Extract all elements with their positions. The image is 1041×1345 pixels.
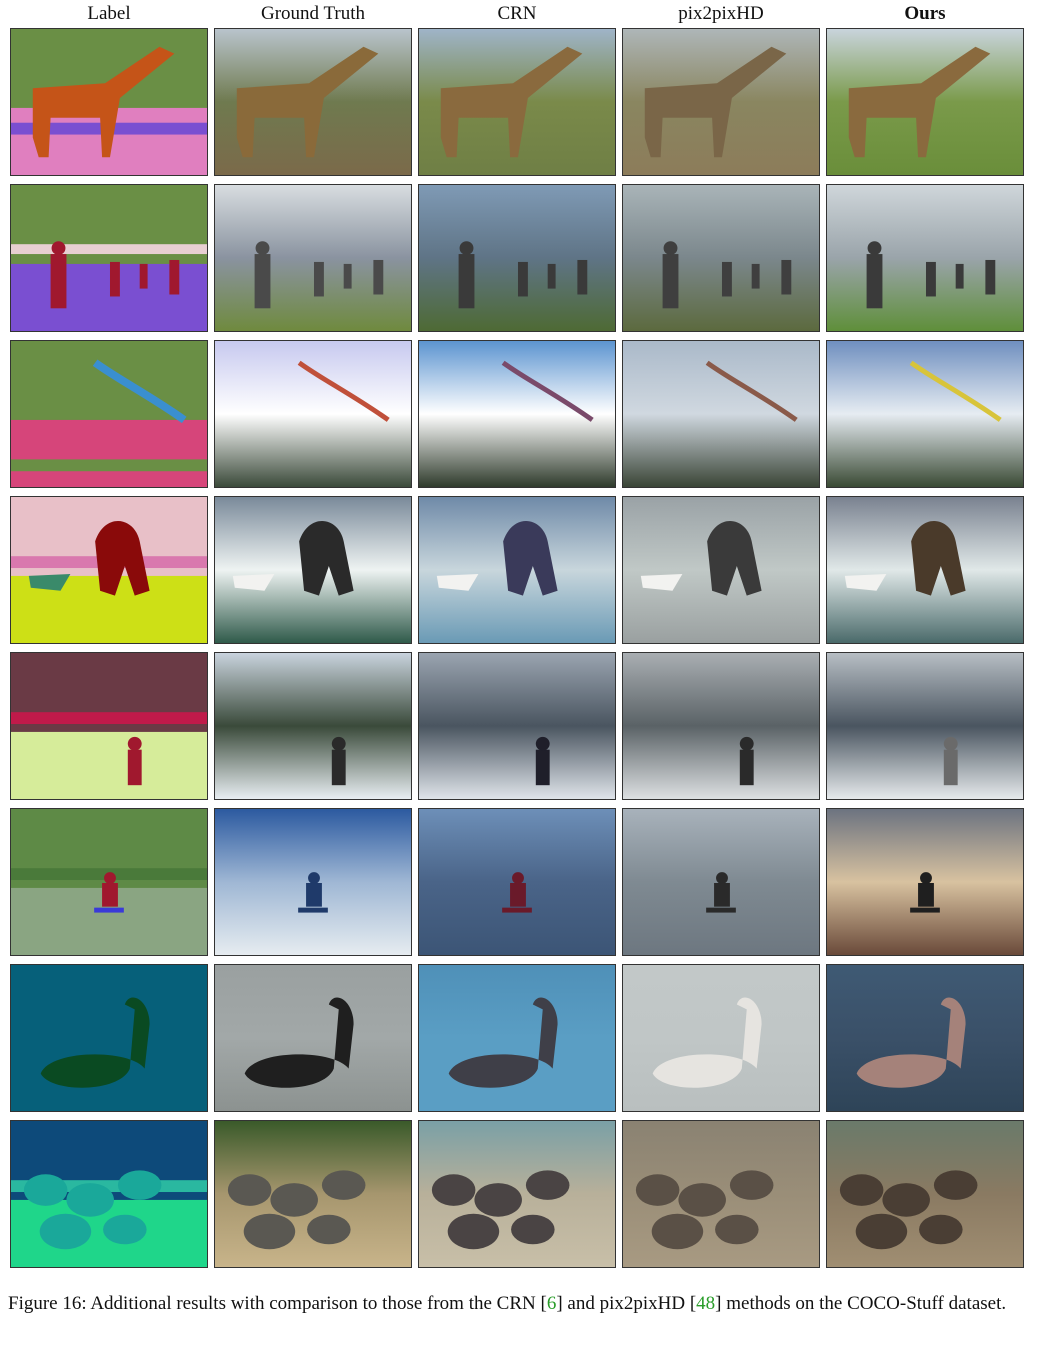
- thumbnail-giraffe-pix2pixhd: [622, 28, 820, 176]
- column-header-ours: Ours: [904, 3, 946, 24]
- thumbnail-image: [11, 497, 207, 643]
- thumbnail-image: [419, 341, 615, 487]
- thumbnail-image: [623, 653, 819, 799]
- thumbnail-image: [827, 29, 1023, 175]
- thumbnail-kite-sky-crn: [418, 340, 616, 488]
- thumbnail-image: [215, 185, 411, 331]
- thumbnail-skier-label: [10, 652, 208, 800]
- thumbnail-image: [827, 965, 1023, 1111]
- column-header-label: Label: [87, 3, 131, 24]
- thumbnail-skier-crn: [418, 652, 616, 800]
- thumbnail-snowboarder-ground-truth: [214, 808, 412, 956]
- thumbnail-image: [623, 185, 819, 331]
- thumbnail-image: [215, 965, 411, 1111]
- thumbnail-image: [827, 653, 1023, 799]
- figure-caption: Figure 16: Additional results with compa…: [8, 1291, 1028, 1316]
- thumbnail-snowboarder-label: [10, 808, 208, 956]
- citation-link-crn[interactable]: 6: [546, 1293, 557, 1314]
- thumbnail-kite-flyers-field-label: [10, 184, 208, 332]
- caption-text: ] and pix2pixHD [: [556, 1293, 697, 1314]
- thumbnail-image: [827, 497, 1023, 643]
- thumbnail-swans-ground-truth: [214, 964, 412, 1112]
- thumbnail-image: [623, 29, 819, 175]
- column-header-crn: CRN: [497, 3, 537, 24]
- thumbnail-image: [419, 1121, 615, 1267]
- thumbnail-image: [623, 965, 819, 1111]
- caption-text: ] methods on the COCO-Stuff dataset.: [715, 1293, 1007, 1314]
- thumbnail-image: [623, 497, 819, 643]
- thumbnail-giraffe-crn: [418, 28, 616, 176]
- thumbnail-image: [11, 341, 207, 487]
- thumbnail-kite-flyers-field-crn: [418, 184, 616, 332]
- thumbnail-kite-flyers-field-pix2pixhd: [622, 184, 820, 332]
- thumbnail-image: [419, 809, 615, 955]
- caption-text: Figure 16: Additional results with compa…: [8, 1293, 547, 1314]
- thumbnail-kite-sky-ground-truth: [214, 340, 412, 488]
- thumbnail-kite-sky-ours: [826, 340, 1024, 488]
- thumbnail-kite-sky-pix2pixhd: [622, 340, 820, 488]
- thumbnail-kite-flyers-field-ours: [826, 184, 1024, 332]
- thumbnail-image: [215, 497, 411, 643]
- thumbnail-elephants-ground-truth: [214, 1120, 412, 1268]
- thumbnail-image: [215, 653, 411, 799]
- thumbnail-swans-ours: [826, 964, 1024, 1112]
- thumbnail-image: [11, 185, 207, 331]
- thumbnail-image: [827, 1121, 1023, 1267]
- thumbnail-elephants-ours: [826, 1120, 1024, 1268]
- thumbnail-snowboarder-crn: [418, 808, 616, 956]
- thumbnail-surfer-crn: [418, 496, 616, 644]
- thumbnail-giraffe-ground-truth: [214, 28, 412, 176]
- thumbnail-elephants-label: [10, 1120, 208, 1268]
- thumbnail-image: [623, 1121, 819, 1267]
- thumbnail-swans-pix2pixhd: [622, 964, 820, 1112]
- thumbnail-image: [215, 809, 411, 955]
- thumbnail-image: [419, 653, 615, 799]
- thumbnail-surfer-label: [10, 496, 208, 644]
- column-header-pix2pixhd: pix2pixHD: [678, 3, 764, 24]
- thumbnail-image: [11, 653, 207, 799]
- thumbnail-image: [623, 809, 819, 955]
- thumbnail-image: [11, 809, 207, 955]
- thumbnail-image: [11, 965, 207, 1111]
- thumbnail-image: [419, 185, 615, 331]
- thumbnail-skier-ground-truth: [214, 652, 412, 800]
- thumbnail-surfer-ours: [826, 496, 1024, 644]
- thumbnail-swans-label: [10, 964, 208, 1112]
- thumbnail-snowboarder-pix2pixhd: [622, 808, 820, 956]
- thumbnail-image: [827, 341, 1023, 487]
- thumbnail-snowboarder-ours: [826, 808, 1024, 956]
- thumbnail-image: [215, 29, 411, 175]
- thumbnail-surfer-pix2pixhd: [622, 496, 820, 644]
- thumbnail-surfer-ground-truth: [214, 496, 412, 644]
- thumbnail-image: [11, 1121, 207, 1267]
- thumbnail-image: [419, 497, 615, 643]
- citation-link-pix2pixhd[interactable]: 48: [696, 1293, 716, 1314]
- thumbnail-image: [623, 341, 819, 487]
- thumbnail-kite-flyers-field-ground-truth: [214, 184, 412, 332]
- thumbnail-giraffe-label: [10, 28, 208, 176]
- thumbnail-kite-sky-label: [10, 340, 208, 488]
- thumbnail-giraffe-ours: [826, 28, 1024, 176]
- thumbnail-image: [419, 29, 615, 175]
- thumbnail-elephants-pix2pixhd: [622, 1120, 820, 1268]
- thumbnail-image: [215, 341, 411, 487]
- thumbnail-skier-pix2pixhd: [622, 652, 820, 800]
- column-header-ground-truth: Ground Truth: [261, 3, 365, 24]
- thumbnail-elephants-crn: [418, 1120, 616, 1268]
- thumbnail-image: [827, 185, 1023, 331]
- thumbnail-image: [419, 965, 615, 1111]
- thumbnail-skier-ours: [826, 652, 1024, 800]
- thumbnail-swans-crn: [418, 964, 616, 1112]
- thumbnail-image: [827, 809, 1023, 955]
- thumbnail-image: [11, 29, 207, 175]
- thumbnail-image: [215, 1121, 411, 1267]
